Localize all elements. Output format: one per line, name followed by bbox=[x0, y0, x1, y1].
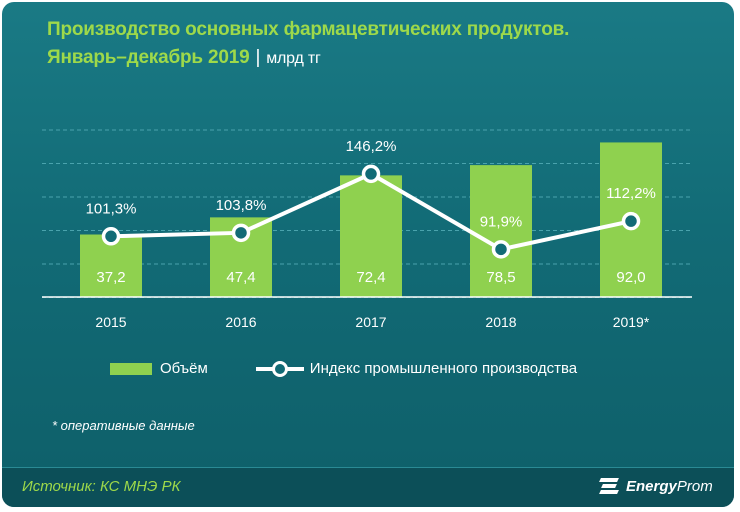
legend-bar-swatch bbox=[110, 362, 152, 375]
logo-text-bold: Energy bbox=[626, 477, 677, 495]
x-tick-label: 2016 bbox=[225, 314, 256, 330]
legend-line-label: Индекс промышленного производства bbox=[309, 360, 578, 377]
footnote: * оперативные данные bbox=[52, 418, 195, 433]
bar-value-label: 92,0 bbox=[616, 269, 645, 286]
index-point bbox=[621, 211, 641, 231]
logo-text-light: Prom bbox=[676, 477, 713, 495]
chart-title: Производство основных фармацевтических п… bbox=[47, 16, 569, 73]
title-period: Январь–декабрь 2019 bbox=[47, 47, 250, 68]
index-value-label: 103,8% bbox=[216, 197, 267, 214]
index-point bbox=[491, 240, 511, 259]
bar-value-label: 47,4 bbox=[226, 269, 255, 286]
legend-bar-label: Объём bbox=[160, 360, 208, 377]
chart-legend: Объём Индекс промышленного производства bbox=[110, 360, 577, 377]
index-point bbox=[231, 223, 251, 243]
energyprom-logo-icon bbox=[599, 476, 622, 496]
bar-value-label: 37,2 bbox=[96, 269, 125, 286]
x-tick-label: 2015 bbox=[95, 314, 126, 330]
title-unit: млрд тг bbox=[266, 50, 321, 67]
legend-line-marker-icon bbox=[255, 360, 304, 377]
bar-volume-2018 bbox=[470, 165, 532, 297]
index-value-label: 146,2% bbox=[346, 138, 397, 155]
index-point bbox=[361, 164, 381, 184]
x-tick-label: 2019* bbox=[613, 314, 650, 330]
index-value-label: 91,9% bbox=[480, 213, 523, 230]
footer-bar: Источник: КС МНЭ РК Energy Prom bbox=[2, 467, 734, 507]
title-separator: | bbox=[255, 47, 261, 68]
x-tick-label: 2017 bbox=[355, 314, 386, 330]
title-line-2: Январь–декабрь 2019 | млрд тг bbox=[47, 44, 569, 73]
index-value-label: 112,2% bbox=[606, 185, 656, 202]
chart-card: Производство основных фармацевтических п… bbox=[2, 2, 734, 507]
title-line-1: Производство основных фармацевтических п… bbox=[47, 19, 570, 40]
x-tick-label: 2018 bbox=[485, 314, 516, 330]
index-point bbox=[101, 227, 121, 246]
chart-plot: 37,2 47,4 72,4 78,5 92,0 2015 2016 2017 2018 2019… bbox=[42, 129, 692, 330]
bar-value-label: 72,4 bbox=[356, 269, 385, 286]
bar-volume-2017 bbox=[340, 175, 402, 297]
source-text: Источник: КС МНЭ РК bbox=[22, 478, 181, 495]
index-value-label: 101,3% bbox=[86, 200, 137, 217]
bar-value-label: 78,5 bbox=[486, 269, 515, 286]
energyprom-logo: Energy Prom bbox=[599, 476, 713, 496]
